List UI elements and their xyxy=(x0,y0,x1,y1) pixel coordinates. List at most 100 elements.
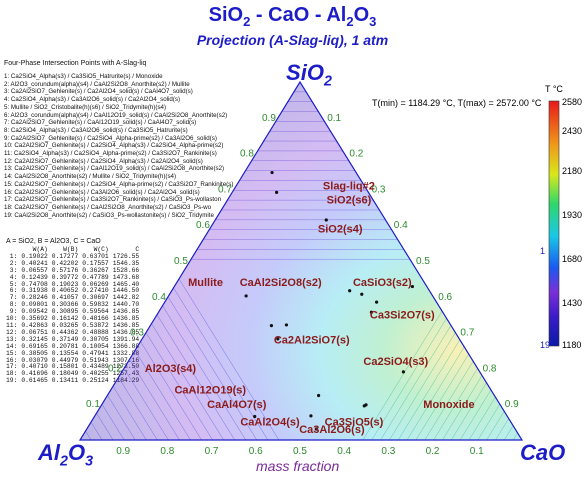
colorbar-tick: 1680 xyxy=(562,254,583,264)
composition-cell: 0.44362 xyxy=(51,328,79,336)
tick-label-bottom: 0.2 xyxy=(426,446,440,457)
phase-field-label: CaAl4O7(s) xyxy=(207,399,267,411)
composition-cell: 1473.68 xyxy=(112,273,140,281)
isotherm-line xyxy=(85,430,92,441)
tick-label-left: 0.8 xyxy=(240,149,254,160)
composition-cell: 0.03265 xyxy=(51,321,79,329)
point-list-item: 12: Ca2Al2SiO7_Gehlenite(s) / Ca2SiO4_Al… xyxy=(4,157,203,165)
phase-field-label: SiO2(s6) xyxy=(327,195,372,207)
composition-cell: 11: xyxy=(6,321,18,329)
composition-cell: 1436.85 xyxy=(112,321,140,329)
colorbar-mark: 19 xyxy=(540,340,551,350)
composition-cell: 12: xyxy=(6,328,18,336)
composition-cell: 0.42863 xyxy=(21,321,48,329)
composition-cell: 0.40255 xyxy=(82,370,109,378)
isotherm-line xyxy=(504,425,514,441)
composition-cell: 1436.85 xyxy=(112,308,140,316)
intersection-point xyxy=(314,427,318,431)
intersection-point xyxy=(360,292,364,296)
point-list-item: 17: Ca2Al2SiO7_Gehlenite(s) / Ca3Si2O7_R… xyxy=(4,196,222,204)
composition-column-header: W(B) xyxy=(63,246,79,253)
intersection-point xyxy=(253,414,257,419)
tick-label-right: 0.4 xyxy=(394,220,408,231)
tick-label-left: 0.7 xyxy=(218,184,232,195)
chart-subtitle: Projection (A-Slag-liq), 1 atm xyxy=(196,32,389,48)
composition-cell: 0.37149 xyxy=(51,335,79,343)
composition-cell: 0.30705 xyxy=(82,335,109,343)
intersection-point xyxy=(275,190,279,194)
phase-field-label: CaAl2O4(s) xyxy=(240,417,300,429)
composition-cell: 1446.50 xyxy=(112,287,140,295)
composition-row: 6: 0.31938 0.40652 0.27410 1446.50 xyxy=(6,288,143,295)
intersection-point xyxy=(316,393,321,398)
composition-cell: 0.09801 xyxy=(21,301,48,309)
isotherm-line xyxy=(101,404,125,441)
colorbar xyxy=(548,100,560,347)
composition-cell: 1726.55 xyxy=(112,252,140,260)
isotherm-line xyxy=(398,339,461,441)
intersection-point xyxy=(309,414,313,418)
intersection-point xyxy=(269,324,274,328)
composition-row: 16: 0.03079 0.44979 0.51943 1307.16 xyxy=(6,356,143,365)
isotherm-line xyxy=(433,368,478,441)
isotherm-line xyxy=(477,404,501,441)
isotherm-line xyxy=(424,361,474,441)
composition-cell: 0.40241 xyxy=(21,259,48,267)
isotherm-line xyxy=(156,314,235,441)
point-list-item: 11: Ca2SiO4_Alpha(s3) / Ca2SiO4_Alpha-pr… xyxy=(4,150,217,158)
tick-label-right: 0.5 xyxy=(416,256,430,267)
composition-cell: 1442.82 xyxy=(112,294,140,302)
phase-field-label: Monoxide xyxy=(423,399,474,411)
phase-field-label: CaAl12O19(s) xyxy=(174,384,246,396)
points-panel-title: Four-Phase Intersection Points with A-Sl… xyxy=(4,60,147,67)
isotherm-line xyxy=(451,382,487,441)
isotherm-line xyxy=(442,375,483,441)
composition-cell: 10: xyxy=(6,315,18,323)
composition-cell: 1528.66 xyxy=(112,266,140,274)
temperature-range: T(min) = 1184.29 °C, T(max) = 2572.00 °C xyxy=(372,98,542,108)
composition-cell: 6: xyxy=(9,287,18,295)
composition-cell: 1307.16 xyxy=(112,356,140,364)
tick-label-right: 0.8 xyxy=(483,363,497,374)
composition-cell: 14: xyxy=(6,342,18,350)
composition-row: 14: 0.69165 0.20781 0.10054 1366.88 xyxy=(6,342,143,351)
tick-label-bottom: 0.6 xyxy=(249,446,263,457)
phase-field-label: Ca2SiO4(s3) xyxy=(363,356,428,368)
intersection-point xyxy=(270,170,274,175)
composition-cell: 0.35692 xyxy=(21,315,48,323)
composition-cell: 1436.85 xyxy=(112,315,140,323)
intersection-point xyxy=(324,218,328,222)
point-list-item: 8: Ca2SiO4_Alpha(s3) / Ca3Al2O6_solid(s)… xyxy=(4,126,188,134)
point-list-item: 3: Ca2Al2SiO7_Gehlenite(s) / Ca2Al2O4_so… xyxy=(4,88,193,96)
composition-row: 1: 0.19022 0.17277 0.63701 1726.55 xyxy=(6,252,143,261)
composition-cell: 1440.70 xyxy=(112,301,140,309)
point-list-item: 5: Mullite / SiO2_Cristobalite(h)(s6) / … xyxy=(4,103,167,111)
composition-cell: 0.30697 xyxy=(82,294,109,302)
composition-cell: 17: xyxy=(6,363,18,371)
composition-cell: 1: xyxy=(9,252,18,260)
composition-cell: 0.10054 xyxy=(82,342,109,350)
tick-label-bottom: 0.4 xyxy=(337,446,351,457)
composition-cell: 1391.94 xyxy=(112,335,140,343)
composition-row: 8: 0.09801 0.30366 0.59832 1440.70 xyxy=(6,301,143,309)
composition-cell: 0.28246 xyxy=(21,294,48,302)
point-list-item: 9: Ca2Al2SiO7_Gehlenite(s) / Ca2SiO4_Alp… xyxy=(4,134,217,142)
composition-cell: 0.19023 xyxy=(51,280,79,288)
point-list-item: 18: Ca2Al2SiO7_Gehlenite(s) / CaAl2Si2O8… xyxy=(4,203,212,211)
tick-label-bottom: 0.1 xyxy=(470,446,484,457)
isotherm-line xyxy=(118,377,158,441)
composition-cell: 0.32145 xyxy=(21,335,48,343)
colorbar-title: T °C xyxy=(545,84,563,94)
composition-cell: 0.39772 xyxy=(51,273,79,281)
point-list-item: 4: Ca2SiO4_Alpha(s3) / Ca3Al2O6_solid(s)… xyxy=(4,96,181,104)
tick-label-right: 0.2 xyxy=(349,149,363,160)
tick-label-bottom: 0.5 xyxy=(293,446,307,457)
composition-cell: 8: xyxy=(9,301,18,309)
composition-cell: 0.38505 xyxy=(21,349,48,357)
tick-label-bottom: 0.3 xyxy=(381,446,395,457)
point-list-item: 19: CaAl2Si2O8_Anorthite(s2) / CaSiO3_Ps… xyxy=(4,211,214,219)
composition-legend: A = SiO2, B = Al2O3, C = CaO xyxy=(6,238,101,245)
isotherm-line xyxy=(380,325,452,441)
intersection-point xyxy=(284,323,289,327)
